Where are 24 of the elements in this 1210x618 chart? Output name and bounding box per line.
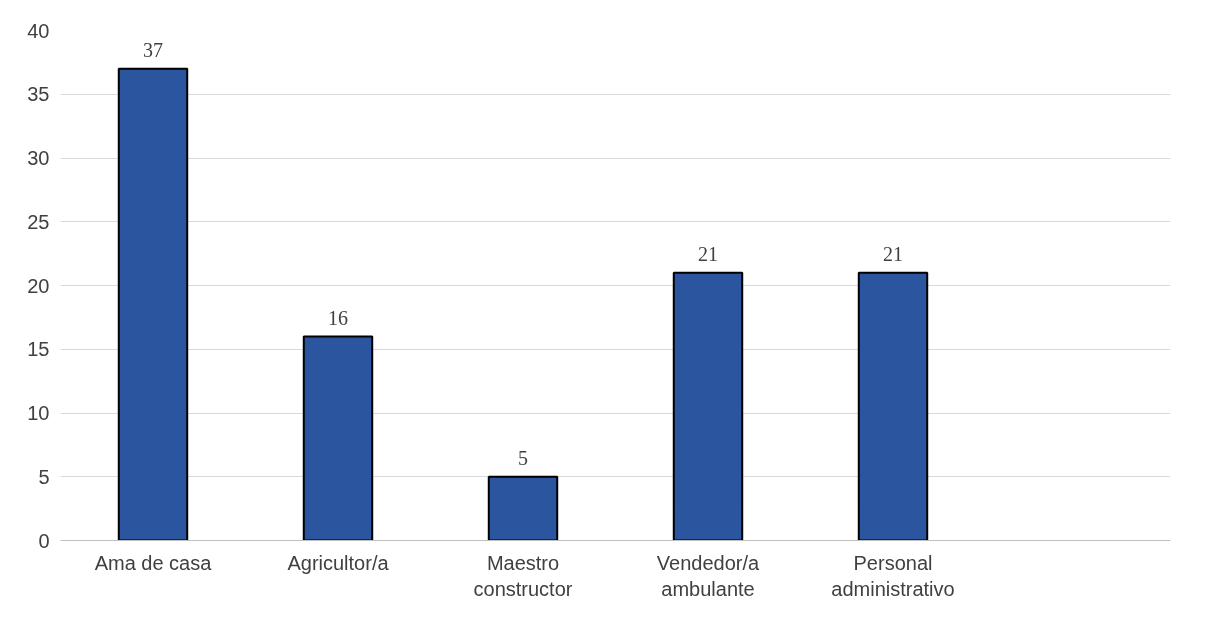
x-tick-label: Agricultor/a bbox=[287, 551, 390, 574]
data-label: 21 bbox=[698, 242, 718, 265]
bar bbox=[117, 67, 189, 541]
y-tick-label: 10 bbox=[27, 402, 50, 424]
y-tick-label: 15 bbox=[27, 338, 50, 361]
y-tick-label: 30 bbox=[27, 147, 50, 169]
bar bbox=[487, 475, 559, 541]
data-label: 21 bbox=[883, 242, 903, 265]
bar bbox=[857, 271, 929, 541]
y-tick-label: 35 bbox=[27, 83, 50, 106]
data-label: 5 bbox=[518, 446, 528, 469]
bar bbox=[302, 335, 374, 541]
y-tick-label: 20 bbox=[27, 274, 50, 297]
data-label: 37 bbox=[143, 38, 163, 61]
bar bbox=[672, 271, 744, 541]
x-tick-label: Ama de casa bbox=[94, 551, 213, 574]
y-tick-label: 25 bbox=[27, 210, 50, 233]
x-tick-label: Vendedor/a ambulante bbox=[656, 551, 761, 600]
y-tick-label: 5 bbox=[38, 465, 50, 488]
x-tick-label: Maestro constructor bbox=[473, 551, 573, 600]
x-tick-label: Personal administrativo bbox=[831, 551, 955, 600]
y-tick-label: 0 bbox=[38, 529, 50, 552]
y-tick-label: 40 bbox=[27, 19, 50, 42]
data-label: 16 bbox=[328, 306, 348, 329]
